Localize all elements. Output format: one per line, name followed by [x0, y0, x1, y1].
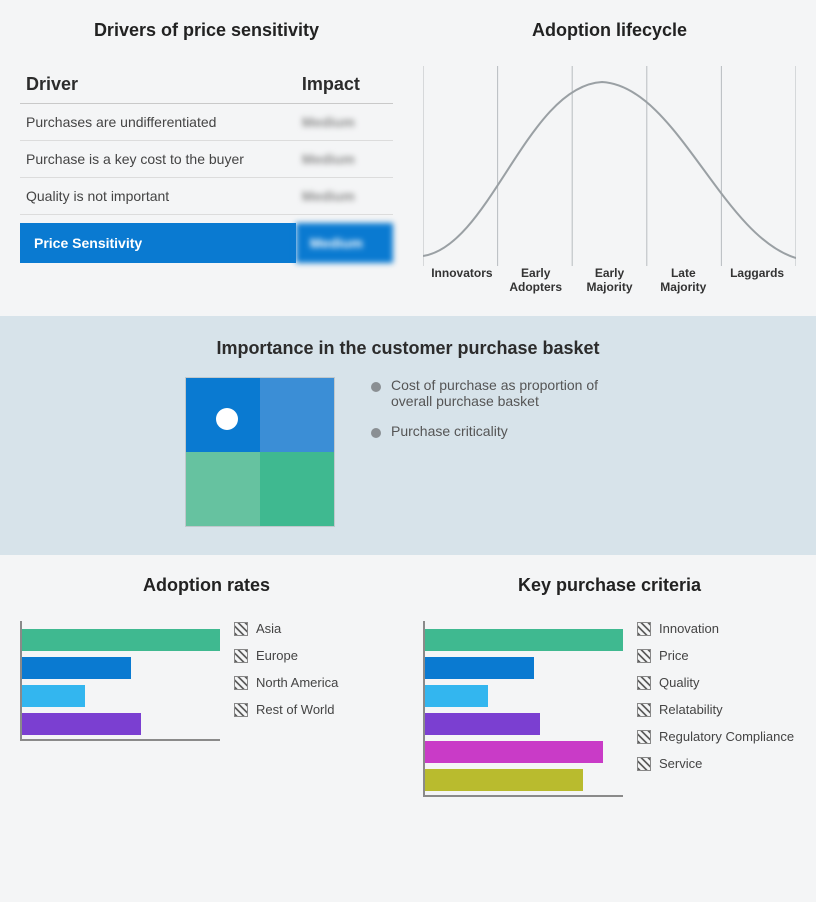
- basket-quadrant: [185, 377, 335, 527]
- bar-legend-item: Europe: [234, 648, 338, 663]
- hatch-icon: [637, 703, 651, 717]
- legend-text: Purchase criticality: [391, 423, 508, 439]
- driver-cell: Purchase is a key cost to the buyer: [20, 141, 296, 178]
- quadrant-bottom-left: [186, 452, 260, 526]
- kpc-panel: Key purchase criteria Innovation Price Qua…: [423, 575, 796, 797]
- kpc-title: Key purchase criteria: [423, 575, 796, 596]
- impact-cell: Medium: [296, 104, 393, 141]
- legend-label: Europe: [256, 648, 298, 663]
- legend-label: Quality: [659, 675, 699, 690]
- hatch-icon: [234, 676, 248, 690]
- bar: [425, 741, 603, 763]
- lifecycle-label: Innovators: [425, 266, 499, 295]
- adoption-rates-legend: Asia Europe North America Rest of World: [234, 621, 338, 717]
- bar: [425, 657, 534, 679]
- legend-label: Service: [659, 756, 702, 771]
- adoption-rates-bars: [20, 621, 220, 741]
- lifecycle-label: Laggards: [720, 266, 794, 295]
- basket-section: Importance in the customer purchase bask…: [0, 316, 816, 555]
- adoption-rates-panel: Adoption rates Asia Europe North America Re…: [20, 575, 393, 797]
- drivers-row: Purchase is a key cost to the buyerMediu…: [20, 141, 393, 178]
- bar-legend-item: Relatability: [637, 702, 794, 717]
- bar: [425, 769, 583, 791]
- basket-legend: Cost of purchase as proportion of overal…: [371, 377, 631, 453]
- legend-label: Innovation: [659, 621, 719, 636]
- impact-cell: Medium: [296, 178, 393, 215]
- basket-legend-item: Cost of purchase as proportion of overal…: [371, 377, 631, 409]
- lifecycle-panel: Adoption lifecycle InnovatorsEarlyAdopte…: [423, 20, 796, 306]
- kpc-legend: Innovation Price Quality Relatability Regula…: [637, 621, 794, 771]
- drivers-panel: Drivers of price sensitivity Driver Impa…: [20, 20, 393, 306]
- bar-legend-item: Rest of World: [234, 702, 338, 717]
- bar-legend-item: Regulatory Compliance: [637, 729, 794, 744]
- lifecycle-title: Adoption lifecycle: [423, 20, 796, 41]
- bar: [22, 657, 131, 679]
- bar-legend-item: Innovation: [637, 621, 794, 636]
- drivers-summary-row: Price SensitivityMedium: [20, 223, 393, 263]
- lifecycle-svg: [423, 66, 796, 266]
- bar: [22, 629, 220, 651]
- hatch-icon: [234, 649, 248, 663]
- lifecycle-chart: InnovatorsEarlyAdoptersEarlyMajorityLate…: [423, 66, 796, 306]
- bar: [22, 685, 85, 707]
- lifecycle-labels: InnovatorsEarlyAdoptersEarlyMajorityLate…: [423, 266, 796, 295]
- hatch-icon: [234, 622, 248, 636]
- legend-label: Regulatory Compliance: [659, 729, 794, 744]
- lifecycle-label: LateMajority: [646, 266, 720, 295]
- bar: [425, 629, 623, 651]
- quadrant-bottom-right: [260, 452, 334, 526]
- legend-label: Relatability: [659, 702, 723, 717]
- basket-dot: [216, 408, 238, 430]
- bullet-icon: [371, 382, 381, 392]
- drivers-row: Purchases are undifferentiatedMedium: [20, 104, 393, 141]
- drivers-title: Drivers of price sensitivity: [20, 20, 393, 41]
- bar: [22, 713, 141, 735]
- hatch-icon: [637, 622, 651, 636]
- driver-cell: Purchases are undifferentiated: [20, 104, 296, 141]
- basket-legend-item: Purchase criticality: [371, 423, 631, 439]
- drivers-row: Quality is not importantMedium: [20, 178, 393, 215]
- bar-legend-item: Price: [637, 648, 794, 663]
- impact-cell: Medium: [296, 141, 393, 178]
- bar-legend-item: Asia: [234, 621, 338, 636]
- legend-label: Rest of World: [256, 702, 335, 717]
- hatch-icon: [637, 676, 651, 690]
- quadrant-top-right: [260, 378, 334, 452]
- bar-legend-item: Service: [637, 756, 794, 771]
- legend-text: Cost of purchase as proportion of overal…: [391, 377, 631, 409]
- drivers-col-impact: Impact: [296, 66, 393, 104]
- summary-value: Medium: [296, 223, 393, 263]
- adoption-rates-title: Adoption rates: [20, 575, 393, 596]
- summary-label: Price Sensitivity: [20, 223, 296, 263]
- hatch-icon: [637, 757, 651, 771]
- bullet-icon: [371, 428, 381, 438]
- legend-label: Asia: [256, 621, 281, 636]
- bar: [425, 713, 540, 735]
- driver-cell: Quality is not important: [20, 178, 296, 215]
- hatch-icon: [637, 649, 651, 663]
- bar-legend-item: North America: [234, 675, 338, 690]
- basket-title: Importance in the customer purchase bask…: [20, 338, 796, 359]
- hatch-icon: [234, 703, 248, 717]
- kpc-bars: [423, 621, 623, 797]
- lifecycle-label: EarlyMajority: [573, 266, 647, 295]
- hatch-icon: [637, 730, 651, 744]
- bar: [425, 685, 488, 707]
- legend-label: Price: [659, 648, 689, 663]
- lifecycle-label: EarlyAdopters: [499, 266, 573, 295]
- top-section: Drivers of price sensitivity Driver Impa…: [0, 0, 816, 316]
- drivers-col-driver: Driver: [20, 66, 296, 104]
- bar-legend-item: Quality: [637, 675, 794, 690]
- legend-label: North America: [256, 675, 338, 690]
- drivers-table: Driver Impact Purchases are undifferenti…: [20, 66, 393, 263]
- bottom-section: Adoption rates Asia Europe North America Re…: [0, 555, 816, 827]
